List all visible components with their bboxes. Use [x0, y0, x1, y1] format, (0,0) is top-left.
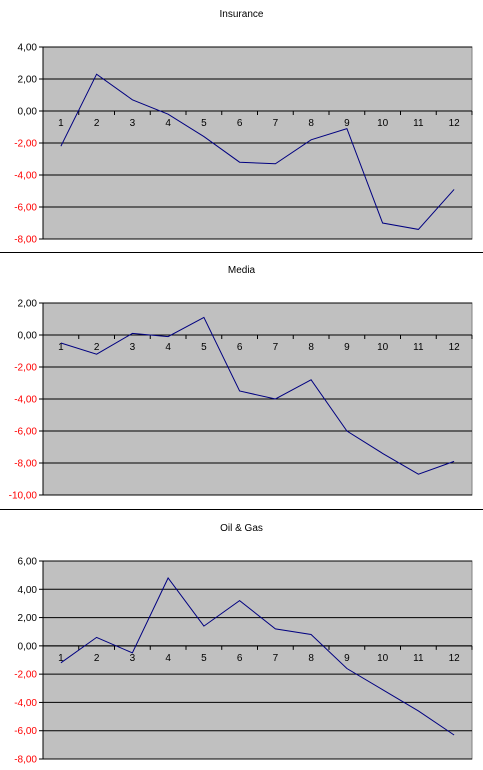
- x-tick-label: 9: [344, 653, 350, 664]
- y-tick-label: -10,00: [9, 491, 38, 502]
- y-tick-label: -2,00: [14, 670, 37, 681]
- x-tick-label: 6: [237, 653, 243, 664]
- y-tick-label: -6,00: [14, 427, 37, 438]
- y-tick-label: 0,00: [18, 641, 38, 652]
- y-tick-label: -4,00: [14, 171, 37, 182]
- plot-area: [42, 560, 473, 760]
- y-tick-label: -6,00: [14, 203, 37, 214]
- y-tick-label: 0,00: [18, 331, 38, 342]
- chart-separator: [0, 252, 483, 253]
- chart-separator: [0, 509, 483, 510]
- y-tick-label: -8,00: [14, 235, 37, 246]
- y-tick-label: 2,00: [18, 613, 38, 624]
- x-tick-label: 9: [344, 118, 350, 129]
- x-tick-label: 3: [130, 653, 136, 664]
- x-tick-label: 10: [377, 118, 389, 129]
- y-tick-label: -2,00: [14, 363, 37, 374]
- x-tick-label: 7: [273, 118, 279, 129]
- x-tick-label: 2: [94, 118, 100, 129]
- x-tick-label: 8: [308, 342, 314, 353]
- y-tick-label: -6,00: [14, 726, 37, 737]
- x-tick-label: 10: [377, 342, 389, 353]
- x-tick-label: 12: [449, 118, 461, 129]
- x-tick-label: 10: [377, 653, 389, 664]
- x-tick-label: 1: [58, 118, 64, 129]
- y-tick-label: 2,00: [18, 75, 38, 86]
- x-tick-label: 5: [201, 342, 207, 353]
- series-line: [60, 316, 455, 475]
- x-tick-label: 8: [308, 118, 314, 129]
- x-tick-label: 11: [413, 342, 424, 353]
- x-tick-label: 12: [449, 342, 461, 353]
- x-tick-label: 7: [273, 342, 279, 353]
- x-tick-label: 2: [94, 653, 100, 664]
- x-tick-label: 6: [237, 118, 243, 129]
- y-tick-label: -8,00: [14, 459, 37, 470]
- chart-panel-oil-gas: Oil & Gas 6,00 4,00 2,00 0,00 -2,00 -4,00 -6,00…: [0, 512, 483, 770]
- series-line: [60, 73, 455, 230]
- x-tick-label: 8: [308, 653, 314, 664]
- x-tick-label: 3: [130, 118, 136, 129]
- x-tick-label: 1: [58, 653, 64, 664]
- chart-title: Media: [228, 265, 256, 276]
- chart-svg-media: Media 2,00 0,00 -2,00 -4,00 -6,00 -8,00 -10,00 1…: [9, 265, 473, 502]
- chart-panel-insurance: Insurance 4,00 2,00 0,00 -2,00 -4,00 -6,00 -8,0…: [0, 0, 483, 252]
- x-tick-label: 6: [237, 342, 243, 353]
- x-tick-label: 2: [94, 342, 100, 353]
- chart-title: Insurance: [220, 9, 264, 20]
- x-tick-label: 7: [273, 653, 279, 664]
- x-tick-label: 1: [58, 342, 64, 353]
- x-tick-label: 5: [201, 653, 207, 664]
- y-tick-label: -8,00: [14, 755, 37, 766]
- series-line: [60, 577, 455, 736]
- chart-title: Oil & Gas: [220, 523, 263, 534]
- x-tick-label: 3: [130, 342, 136, 353]
- x-tick-label: 4: [165, 342, 171, 353]
- chart-panel-media: Media 2,00 0,00 -2,00 -4,00 -6,00 -8,00 -10,00 1…: [0, 256, 483, 509]
- x-tick-label: 9: [344, 342, 350, 353]
- y-tick-label: 4,00: [18, 585, 38, 596]
- chart-svg-oil-gas: Oil & Gas 6,00 4,00 2,00 0,00 -2,00 -4,00 -6,00…: [14, 523, 473, 766]
- x-tick-label: 4: [165, 118, 171, 129]
- x-tick-label: 11: [413, 118, 424, 129]
- x-tick-label: 11: [413, 653, 424, 664]
- y-tick-label: 4,00: [18, 43, 38, 54]
- y-tick-label: 0,00: [18, 107, 38, 118]
- x-tick-label: 5: [201, 118, 207, 129]
- y-tick-label: -2,00: [14, 139, 37, 150]
- chart-svg-insurance: Insurance 4,00 2,00 0,00 -2,00 -4,00 -6,00 -8,0…: [14, 9, 473, 246]
- x-tick-label: 12: [449, 653, 461, 664]
- y-tick-label: -4,00: [14, 395, 37, 406]
- y-tick-label: 6,00: [18, 557, 38, 568]
- y-tick-label: 2,00: [18, 299, 38, 310]
- y-tick-label: -4,00: [14, 698, 37, 709]
- x-tick-label: 4: [165, 653, 171, 664]
